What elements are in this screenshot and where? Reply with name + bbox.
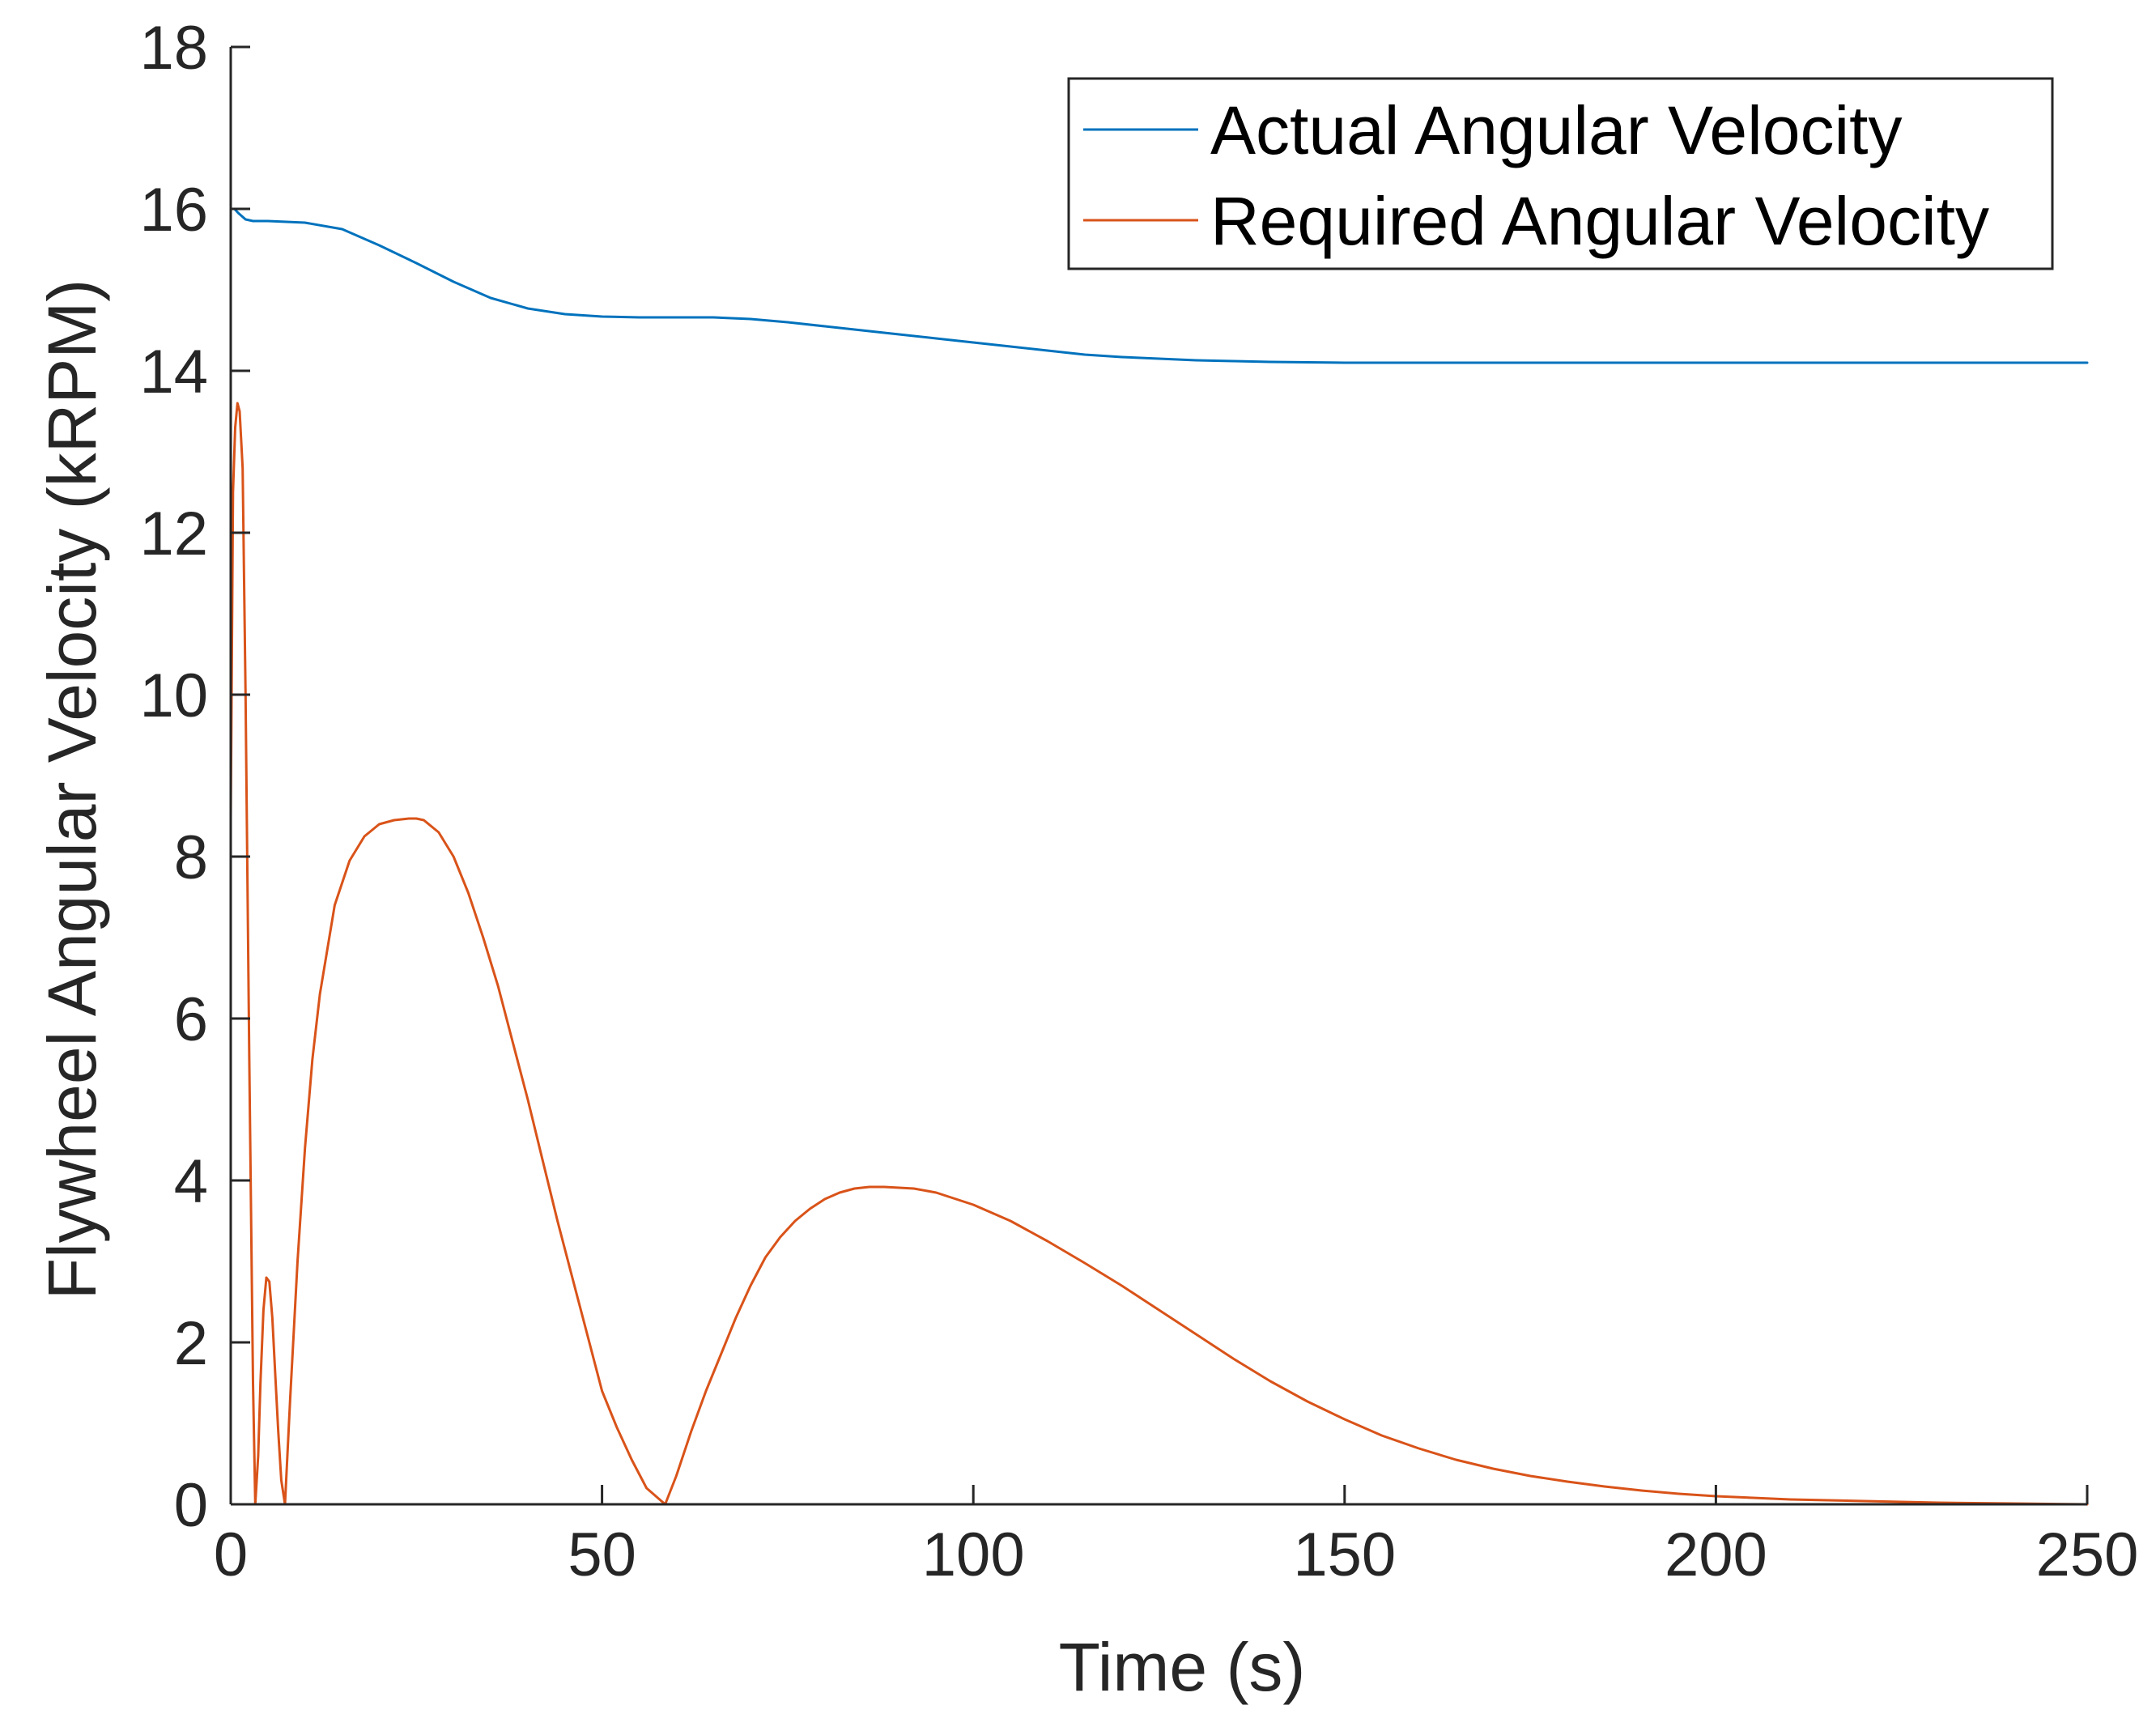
- x-tick-label: 100: [922, 1520, 1025, 1589]
- axes-layer: 0 50 100 150 200 250 0 2 4 6 8 10 12 14 16 18: [139, 14, 2138, 1589]
- x-tick-label: 200: [1665, 1520, 1767, 1589]
- y-axis-label: Flywheel Angular Velocity (kRPM): [34, 279, 110, 1299]
- y-tick-label: 8: [174, 823, 208, 892]
- y-tick-label: 14: [139, 338, 208, 406]
- y-tick-label: 18: [139, 14, 208, 83]
- x-tick-label: 150: [1293, 1520, 1396, 1589]
- y-tick-label: 4: [174, 1147, 208, 1216]
- x-tick-label: 0: [214, 1520, 248, 1589]
- x-tick-label: 50: [568, 1520, 636, 1589]
- x-tick-label: 250: [2036, 1520, 2139, 1589]
- series-line-actual: [229, 207, 2089, 364]
- y-tick-label: 6: [174, 985, 208, 1054]
- series-layer: [229, 207, 2089, 1506]
- legend-entry-required: Required Angular Velocity: [1210, 183, 1989, 259]
- y-tick-label: 0: [174, 1471, 208, 1540]
- y-tick-label: 12: [139, 500, 208, 568]
- x-axis-label: Time (s): [1059, 1629, 1306, 1705]
- y-tick-label: 16: [139, 176, 208, 245]
- legend-entry-actual: Actual Angular Velocity: [1210, 92, 1903, 168]
- y-tick-label: 2: [174, 1309, 208, 1378]
- y-tick-label: 10: [139, 661, 208, 730]
- legend-box: [1067, 77, 2054, 270]
- series-line-required: [229, 402, 2089, 1506]
- legend: Actual Angular Velocity Required Angular…: [1067, 77, 2054, 270]
